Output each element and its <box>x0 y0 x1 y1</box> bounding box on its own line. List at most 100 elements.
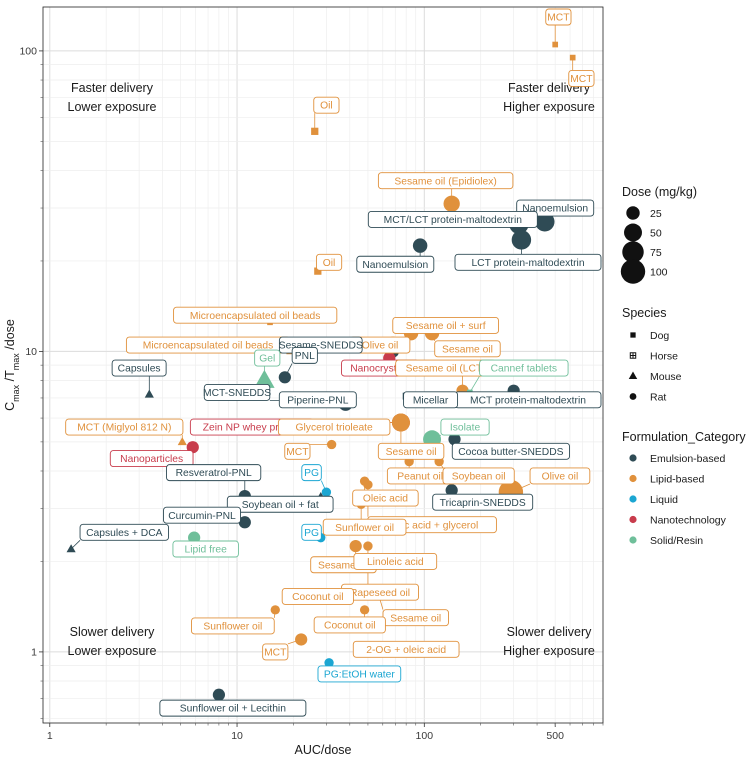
data-label-box <box>403 391 459 409</box>
legend-dose-swatch <box>626 206 640 220</box>
legend-category-swatch <box>629 536 637 544</box>
data-label: PG <box>304 528 319 539</box>
data-label: Sunflower oil + Lecithin <box>180 704 286 715</box>
data-point <box>349 539 362 553</box>
data-label-box <box>545 8 572 26</box>
legend-dose: Dose (mg/kg) 25 50 75 100 <box>620 185 697 284</box>
legend-category-label: Liquid <box>650 494 678 506</box>
data-label-box <box>451 442 570 460</box>
data-label-box <box>352 489 419 507</box>
data-label-box <box>367 210 538 228</box>
data-point <box>363 480 373 490</box>
data-label: Soybean oil + fat <box>242 500 319 511</box>
legend-species-label: Rat <box>650 391 666 403</box>
data-label-box <box>277 418 391 436</box>
data-label-box <box>172 540 239 558</box>
legend-dose-swatch <box>624 223 642 242</box>
data-label: Sesame oil <box>390 613 441 624</box>
data-label-box <box>301 523 322 541</box>
data-label: Sesame oil + surf <box>406 321 486 332</box>
quadrant-label-line2: Higher exposure <box>503 644 595 658</box>
quadrant-label-line1: Slower delivery <box>507 625 593 639</box>
data-label: Isolate <box>450 423 481 434</box>
data-label: Oil <box>323 258 336 269</box>
data-label: Olive oil <box>542 472 579 483</box>
y-axis-title-t: /T <box>3 370 17 385</box>
legend-species-label: Mouse <box>650 371 682 383</box>
y-tick-label: 100 <box>19 45 37 57</box>
legend-species-title: Species <box>622 306 666 320</box>
data-label: Peanut oil <box>397 472 443 483</box>
data-label-box <box>356 255 435 273</box>
data-label-box <box>301 464 322 482</box>
data-label: MCT <box>570 74 593 85</box>
data-label: Nanoemulsion <box>522 204 588 215</box>
quadrant-label-line1: Faster delivery <box>71 81 154 95</box>
data-label: MCT/LCT protein-maltodextrin <box>384 215 523 226</box>
legend-category-swatch <box>629 515 637 524</box>
data-label: MCT <box>547 13 570 24</box>
data-label-box <box>254 349 281 367</box>
data-label: MCT-SNEDDS <box>203 388 271 399</box>
data-label-box <box>262 643 289 661</box>
data-label: Coconut oil <box>324 620 376 631</box>
quadrant-label-line2: Lower exposure <box>68 644 157 658</box>
y-axis-title-sub-2: max <box>11 353 21 371</box>
data-label-box <box>79 523 170 541</box>
data-labels: MCT MCT Oil Sesame oil (Epidiolex) Nanoemuls… <box>65 8 602 717</box>
data-label-box <box>159 699 307 717</box>
legend-category-label: Emulsion-based <box>650 453 725 465</box>
data-label: Sunflower oil <box>203 622 262 633</box>
data-label: Nanoparticles <box>120 454 183 465</box>
data-label-box <box>434 340 501 358</box>
data-label: Curcumin-PNL <box>168 511 236 522</box>
data-label: Oleic acid <box>363 494 408 505</box>
legend-dose-label: 25 <box>650 208 662 220</box>
legend-species-swatch <box>629 393 637 400</box>
data-label-box <box>377 172 514 190</box>
data-label: Resveratrol-PNL <box>176 468 252 479</box>
legend-category-label: Lipid-based <box>650 473 704 485</box>
data-point <box>511 230 532 250</box>
data-label: LCT protein-maltodextrin <box>471 258 584 269</box>
data-label-box <box>352 640 460 658</box>
data-label: Gel <box>259 354 275 365</box>
legend-species-label: Dog <box>650 330 669 342</box>
data-label: Sunflower oil <box>335 523 394 534</box>
data-label-box <box>317 665 402 683</box>
data-label-box <box>313 96 340 114</box>
data-label-box <box>111 359 167 377</box>
y-axis-title-c: C <box>3 402 17 411</box>
y-axis-title-dose: /dose <box>3 319 17 353</box>
legend-category-swatch <box>629 454 637 462</box>
legend-species: Species Dog Horse Mouse Rat <box>622 306 682 403</box>
data-label-box <box>284 442 311 460</box>
data-point <box>324 658 334 668</box>
data-label: Nanocrystals <box>350 364 410 375</box>
data-label: Linoleic acid <box>367 557 424 568</box>
data-label-box <box>315 253 343 271</box>
data-label: Glycerol trioleate <box>296 423 374 434</box>
legend-dose-label: 50 <box>650 227 662 239</box>
data-label-box <box>322 518 407 536</box>
data-point <box>177 437 187 446</box>
x-tick-label: 500 <box>546 730 564 742</box>
x-axis-ticks: 1 10 100 500 <box>47 723 604 742</box>
y-tick-label: 10 <box>25 346 37 358</box>
legend-category-label: Nanotechnology <box>650 514 727 526</box>
data-label-box <box>65 418 184 436</box>
data-label: Olive oil <box>362 341 399 352</box>
data-label: Sesame oil <box>442 344 493 355</box>
data-label: Microencapsulated oil beads <box>190 311 321 322</box>
legend-species-swatch <box>628 371 638 380</box>
data-label: Cannef tablets <box>491 364 557 375</box>
data-label: MCT <box>286 447 309 458</box>
data-label-box <box>109 450 194 468</box>
data-point <box>311 127 319 135</box>
data-label-box <box>454 253 602 271</box>
y-tick-label: 1 <box>31 646 37 658</box>
data-point <box>448 433 461 446</box>
data-label-box <box>479 359 569 377</box>
